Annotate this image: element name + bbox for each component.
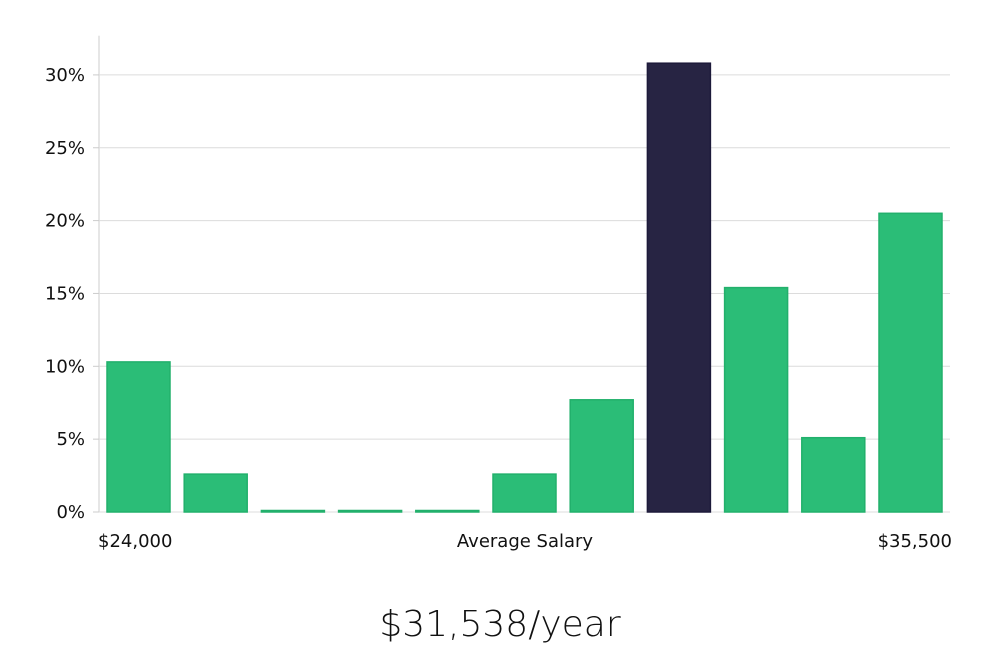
- bar-highlighted: [646, 62, 712, 513]
- y-tick-label: 10%: [45, 356, 85, 377]
- y-tick-label: 25%: [45, 138, 85, 159]
- y-tick-label: 20%: [45, 211, 85, 232]
- y-tick-label: 0%: [56, 502, 85, 523]
- y-tick-label: 30%: [45, 65, 85, 86]
- bar: [106, 361, 171, 513]
- salary-histogram: 0% 5% 10% 15% 20% 25% 30% $24,000 Average Sala…: [45, 35, 952, 552]
- y-tick-label: 15%: [45, 283, 85, 304]
- y-tick-layer: 0% 5% 10% 15% 20% 25% 30%: [45, 65, 85, 523]
- x-max-label: $35,500: [878, 531, 952, 552]
- y-tick-label: 5%: [56, 429, 85, 450]
- bar: [723, 286, 789, 513]
- bar: [569, 399, 634, 513]
- x-min-label: $24,000: [98, 531, 172, 552]
- average-salary-value: $31,538/year: [379, 604, 621, 645]
- bar: [878, 212, 943, 513]
- bar: [337, 509, 403, 513]
- bar: [801, 436, 866, 513]
- histogram-svg: 0% 5% 10% 15% 20% 25% 30% $24,000 Average Sala…: [45, 35, 952, 552]
- bar: [415, 509, 480, 513]
- bar: [183, 473, 248, 513]
- bar-layer: [106, 62, 943, 513]
- bar: [260, 509, 326, 513]
- bar: [492, 473, 557, 513]
- x-axis-label: Average Salary: [457, 531, 594, 552]
